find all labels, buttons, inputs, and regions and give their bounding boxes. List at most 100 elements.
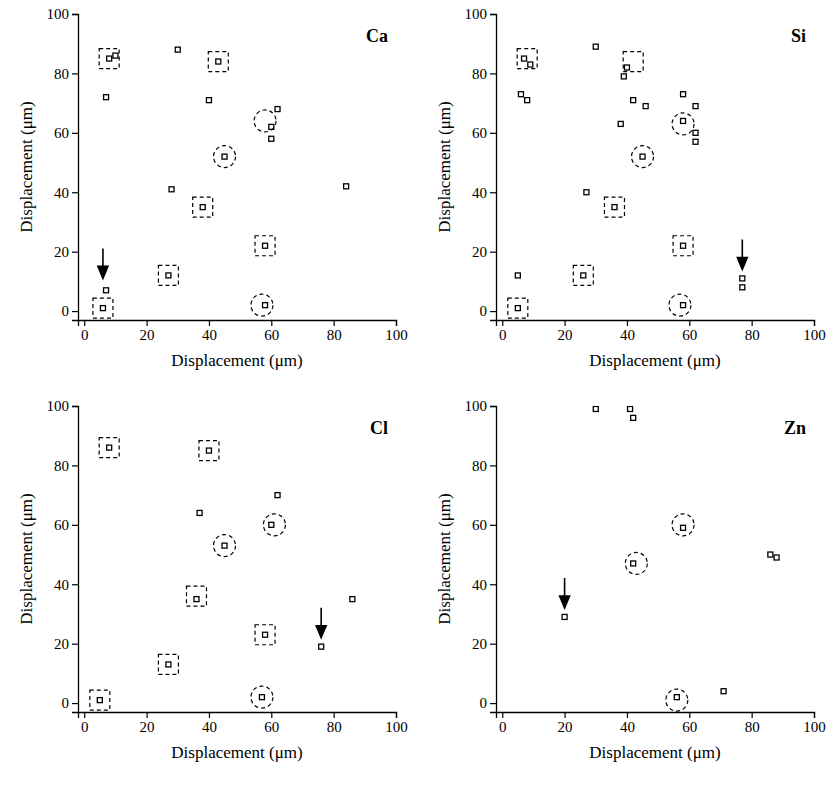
tick-label: 0 [62, 695, 70, 711]
panel-title: Cl [370, 418, 388, 438]
spot [216, 59, 221, 64]
dashed-box [255, 625, 275, 645]
tick-mark [72, 14, 78, 15]
tick-mark [396, 320, 397, 326]
tick: 80 [745, 712, 760, 735]
spot [721, 689, 726, 694]
tick-mark [490, 311, 496, 312]
tick: 40 [620, 320, 635, 343]
tick-mark [490, 465, 496, 466]
tick-label: 100 [803, 719, 826, 735]
tick-label: 80 [472, 66, 487, 82]
tick-label: 60 [264, 719, 279, 735]
tick-mark [627, 712, 628, 718]
dashed-circle [672, 113, 694, 135]
dashed-circle [214, 146, 236, 168]
spot [263, 303, 268, 308]
plot-area [560, 406, 780, 711]
tick: 40 [54, 185, 78, 201]
dashed-box [93, 298, 113, 318]
x-axis: 020406080100 [497, 712, 826, 735]
tick-mark [490, 525, 496, 526]
spot [259, 695, 264, 700]
y-axis-title: Displacement (μm) [435, 493, 454, 624]
tick-mark [490, 252, 496, 253]
arrow [316, 608, 326, 638]
tick-label: 0 [62, 303, 70, 319]
tick: 0 [62, 695, 79, 711]
tick-label: 20 [140, 327, 155, 343]
spot [518, 92, 523, 97]
tick-mark [72, 133, 78, 134]
tick: 80 [745, 320, 760, 343]
spot [107, 56, 112, 61]
spot [206, 448, 211, 453]
tick: 60 [682, 712, 697, 735]
spot [269, 522, 274, 527]
tick-mark [490, 133, 496, 134]
tick: 20 [140, 320, 155, 343]
dashed-box [517, 49, 537, 69]
spot [593, 44, 598, 49]
tick: 60 [472, 125, 496, 141]
spot [681, 303, 686, 308]
spot [621, 74, 626, 79]
spot [740, 285, 745, 290]
spot [104, 95, 109, 100]
tick-label: 100 [385, 719, 408, 735]
tick-mark [72, 406, 78, 407]
spot [643, 104, 648, 109]
tick-mark [490, 644, 496, 645]
x-axis-title: Displacement (μm) [589, 743, 720, 762]
spot [113, 53, 118, 58]
dashed-circle [625, 552, 647, 574]
spot [269, 136, 274, 141]
x-axis-title: Displacement (μm) [171, 351, 302, 370]
arrow [560, 578, 570, 608]
tick: 0 [81, 320, 89, 343]
tick-mark [334, 320, 335, 326]
tick-label: 80 [745, 327, 760, 343]
spot [693, 130, 698, 135]
spot [693, 104, 698, 109]
tick-mark [627, 320, 628, 326]
spot [562, 614, 567, 619]
axis-line [72, 407, 79, 713]
tick: 0 [480, 695, 497, 711]
tick: 0 [81, 712, 89, 735]
tick: 20 [54, 244, 78, 260]
tick-mark [72, 525, 78, 526]
tick-label: 20 [558, 327, 573, 343]
dashed-circle [666, 689, 688, 711]
series [214, 110, 277, 316]
tick-label: 60 [54, 125, 69, 141]
axis-line [490, 15, 497, 321]
spot [319, 644, 324, 649]
spot [740, 276, 745, 281]
series [100, 47, 348, 310]
tick-mark [814, 320, 815, 326]
spot [166, 662, 171, 667]
spot [344, 184, 349, 189]
axis-line [490, 407, 497, 713]
tick: 100 [465, 6, 497, 22]
tick-label: 20 [54, 636, 69, 652]
tick: 20 [558, 712, 573, 735]
tick-mark [490, 73, 496, 74]
tick-label: 40 [54, 577, 69, 593]
y-axis-title: Displacement (μm) [435, 101, 454, 232]
dashed-circle [214, 535, 236, 557]
tick: 40 [620, 712, 635, 735]
tick: 40 [472, 185, 496, 201]
dashed-circle [672, 514, 694, 536]
spot [674, 695, 679, 700]
tick: 0 [480, 303, 497, 319]
dashed-box [90, 690, 110, 710]
panel-title: Ca [366, 26, 388, 46]
tick: 40 [472, 577, 496, 593]
tick-label: 0 [81, 719, 89, 735]
tick-label: 60 [682, 327, 697, 343]
tick-label: 0 [499, 327, 507, 343]
tick-mark [490, 406, 496, 407]
tick-label: 80 [745, 719, 760, 735]
